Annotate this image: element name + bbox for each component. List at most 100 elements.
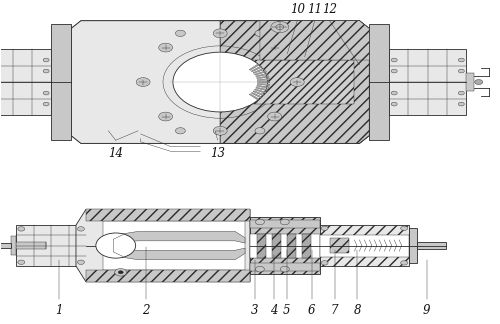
Circle shape xyxy=(400,226,407,230)
Circle shape xyxy=(213,29,227,38)
Polygon shape xyxy=(254,89,266,93)
Polygon shape xyxy=(257,79,270,81)
Text: 14: 14 xyxy=(108,146,123,159)
Bar xyxy=(104,221,245,270)
Bar xyxy=(16,242,46,249)
Text: 4: 4 xyxy=(270,304,278,317)
Bar xyxy=(416,242,446,249)
Circle shape xyxy=(78,227,84,231)
Circle shape xyxy=(400,261,407,265)
Polygon shape xyxy=(260,21,370,60)
Polygon shape xyxy=(249,64,260,70)
Circle shape xyxy=(256,219,264,225)
Text: 11: 11 xyxy=(307,3,322,16)
Bar xyxy=(302,234,311,258)
Circle shape xyxy=(43,58,49,62)
Circle shape xyxy=(176,128,186,134)
Circle shape xyxy=(43,91,49,95)
Bar xyxy=(272,234,281,258)
Circle shape xyxy=(391,102,397,106)
Circle shape xyxy=(18,227,25,231)
Circle shape xyxy=(255,30,265,37)
Circle shape xyxy=(43,69,49,73)
Bar xyxy=(86,209,250,221)
Polygon shape xyxy=(256,76,269,79)
Circle shape xyxy=(256,266,264,272)
Polygon shape xyxy=(253,68,264,74)
Circle shape xyxy=(290,78,304,87)
Circle shape xyxy=(78,260,84,264)
Bar xyxy=(16,225,86,266)
Polygon shape xyxy=(251,92,262,98)
Circle shape xyxy=(96,233,136,258)
Bar xyxy=(250,217,320,274)
Bar xyxy=(250,263,320,271)
Circle shape xyxy=(280,266,289,272)
Circle shape xyxy=(391,91,397,95)
Polygon shape xyxy=(254,71,266,75)
Text: 3: 3 xyxy=(251,304,258,317)
Text: 1: 1 xyxy=(55,304,62,317)
Polygon shape xyxy=(257,84,270,86)
Circle shape xyxy=(118,271,123,274)
Circle shape xyxy=(271,21,289,33)
Bar xyxy=(250,220,320,228)
Circle shape xyxy=(268,112,281,121)
Circle shape xyxy=(391,58,397,62)
Polygon shape xyxy=(71,21,370,143)
Circle shape xyxy=(458,58,464,62)
Circle shape xyxy=(474,79,482,85)
Bar xyxy=(320,235,409,257)
Polygon shape xyxy=(71,21,370,143)
Circle shape xyxy=(43,102,49,106)
Bar xyxy=(389,49,466,115)
Polygon shape xyxy=(108,231,245,243)
Text: 13: 13 xyxy=(210,146,225,159)
Bar xyxy=(250,234,320,258)
Polygon shape xyxy=(258,81,270,83)
Bar xyxy=(370,24,389,140)
Circle shape xyxy=(255,128,265,134)
Polygon shape xyxy=(76,209,250,282)
Text: 8: 8 xyxy=(354,304,361,317)
Circle shape xyxy=(158,112,172,121)
Circle shape xyxy=(458,102,464,106)
Polygon shape xyxy=(256,85,269,88)
Bar xyxy=(466,73,474,91)
Circle shape xyxy=(176,30,186,37)
Circle shape xyxy=(213,126,227,135)
Circle shape xyxy=(458,69,464,73)
Polygon shape xyxy=(235,60,354,104)
Circle shape xyxy=(321,261,328,265)
Text: 12: 12 xyxy=(322,3,337,16)
Bar xyxy=(12,236,16,255)
Text: 10: 10 xyxy=(290,3,304,16)
Circle shape xyxy=(18,260,25,264)
Polygon shape xyxy=(108,248,245,260)
Bar xyxy=(258,234,266,258)
Polygon shape xyxy=(256,73,268,77)
Bar xyxy=(0,243,12,248)
Bar xyxy=(86,270,250,282)
Circle shape xyxy=(280,219,289,225)
Polygon shape xyxy=(251,66,262,72)
Bar xyxy=(0,49,51,115)
Bar xyxy=(288,234,296,258)
Text: 5: 5 xyxy=(283,304,290,317)
Bar xyxy=(330,238,349,253)
Text: 7: 7 xyxy=(331,304,338,317)
Polygon shape xyxy=(220,21,370,143)
Text: 9: 9 xyxy=(423,304,430,317)
Circle shape xyxy=(173,52,268,112)
Circle shape xyxy=(158,43,172,52)
Bar xyxy=(320,225,409,266)
Circle shape xyxy=(321,226,328,230)
Circle shape xyxy=(458,91,464,95)
Circle shape xyxy=(115,269,126,276)
Bar xyxy=(409,228,416,263)
Circle shape xyxy=(268,43,281,52)
Text: 2: 2 xyxy=(142,304,150,317)
Text: 6: 6 xyxy=(308,304,316,317)
Polygon shape xyxy=(256,87,268,91)
Polygon shape xyxy=(249,94,260,100)
